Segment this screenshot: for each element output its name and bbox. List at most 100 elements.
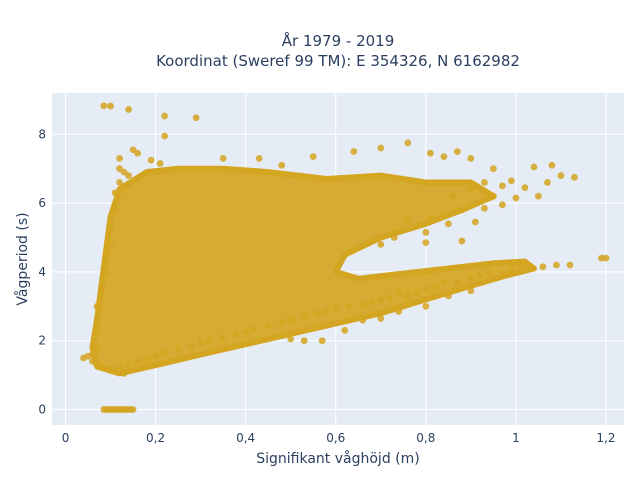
chart-title-line-1: År 1979 - 2019 <box>282 31 395 50</box>
data-point <box>107 102 114 110</box>
data-point <box>485 268 493 276</box>
data-point <box>251 325 259 333</box>
x-tick-label: 0,2 <box>146 431 165 445</box>
y-axis-title: Vågperiod (s) <box>14 212 31 305</box>
data-point <box>332 304 340 312</box>
data-point <box>116 154 123 162</box>
data-point <box>440 278 448 286</box>
data-point <box>566 261 574 269</box>
data-point <box>395 289 403 296</box>
data-point <box>404 292 412 300</box>
data-point <box>517 261 524 269</box>
data-point <box>93 316 101 324</box>
data-point <box>377 296 385 303</box>
data-point <box>242 328 250 336</box>
data-point <box>129 406 137 413</box>
data-point <box>602 254 610 262</box>
x-tick-label: 1 <box>512 431 520 445</box>
data-point <box>413 289 421 296</box>
data-point <box>444 292 452 300</box>
data-point <box>161 349 168 357</box>
data-point <box>314 309 322 317</box>
data-point <box>422 239 430 247</box>
data-point <box>422 285 430 293</box>
data-point <box>111 206 119 214</box>
data-point <box>553 261 560 269</box>
data-point <box>458 206 466 214</box>
data-point <box>89 351 96 358</box>
y-tick-label: 2 <box>38 334 46 348</box>
data-point <box>143 356 150 364</box>
data-point <box>287 335 295 343</box>
data-point <box>431 283 439 291</box>
data-point <box>350 148 358 155</box>
data-point <box>498 201 506 209</box>
data-point <box>125 361 132 369</box>
data-point <box>489 192 497 200</box>
data-point <box>377 144 385 152</box>
data-point <box>440 153 448 161</box>
data-point <box>571 173 578 181</box>
data-point <box>476 271 484 279</box>
data-point <box>458 237 466 245</box>
data-point <box>98 282 105 290</box>
data-point <box>107 240 114 248</box>
x-tick-label: 0 <box>62 431 70 445</box>
data-point <box>467 275 475 283</box>
data-point <box>107 366 114 374</box>
x-tick-label: 0,6 <box>326 431 345 445</box>
data-point <box>120 369 128 377</box>
x-tick-label: 0,4 <box>236 431 255 445</box>
data-point <box>161 112 168 120</box>
data-point <box>386 294 394 302</box>
data-point <box>98 363 105 370</box>
data-point <box>300 337 308 345</box>
y-tick-label: 4 <box>38 265 46 279</box>
data-point <box>467 185 475 193</box>
data-point <box>453 278 461 286</box>
data-point <box>539 263 547 271</box>
data-point <box>100 102 108 110</box>
data-point <box>480 204 488 212</box>
data-point <box>512 194 520 202</box>
data-point-cloud <box>89 165 537 377</box>
data-point <box>390 234 398 241</box>
data-point <box>233 330 241 338</box>
chart-title-line-2: Koordinat (Sweref 99 TM): E 354326, N 61… <box>156 52 520 70</box>
data-point <box>498 270 506 278</box>
data-point <box>219 154 227 162</box>
data-point <box>404 139 412 147</box>
data-point <box>147 156 155 164</box>
data-point <box>134 357 141 365</box>
data-point <box>359 301 367 308</box>
data-point <box>107 223 114 231</box>
data-point <box>521 184 529 192</box>
data-point <box>377 314 385 322</box>
data-point <box>174 345 182 353</box>
y-tick-label: 8 <box>38 127 46 141</box>
data-point <box>544 179 551 186</box>
data-point <box>526 263 533 271</box>
data-point <box>93 302 101 310</box>
data-point <box>278 318 286 326</box>
data-point <box>98 289 105 296</box>
data-point <box>395 308 403 315</box>
data-point <box>89 357 96 365</box>
data-point <box>161 132 168 140</box>
data-point <box>264 321 272 329</box>
y-tick-label: 6 <box>38 196 46 210</box>
data-point <box>467 287 475 295</box>
data-point <box>278 161 286 169</box>
data-point <box>422 228 430 236</box>
data-point <box>444 220 452 228</box>
data-point <box>368 299 376 307</box>
data-point <box>116 165 123 173</box>
data-point <box>508 266 515 274</box>
data-point <box>125 106 132 113</box>
data-point <box>188 342 196 350</box>
data-point <box>102 268 110 276</box>
data-point <box>206 337 214 345</box>
data-point <box>422 302 430 310</box>
data-point <box>255 154 263 162</box>
data-point <box>287 316 295 324</box>
